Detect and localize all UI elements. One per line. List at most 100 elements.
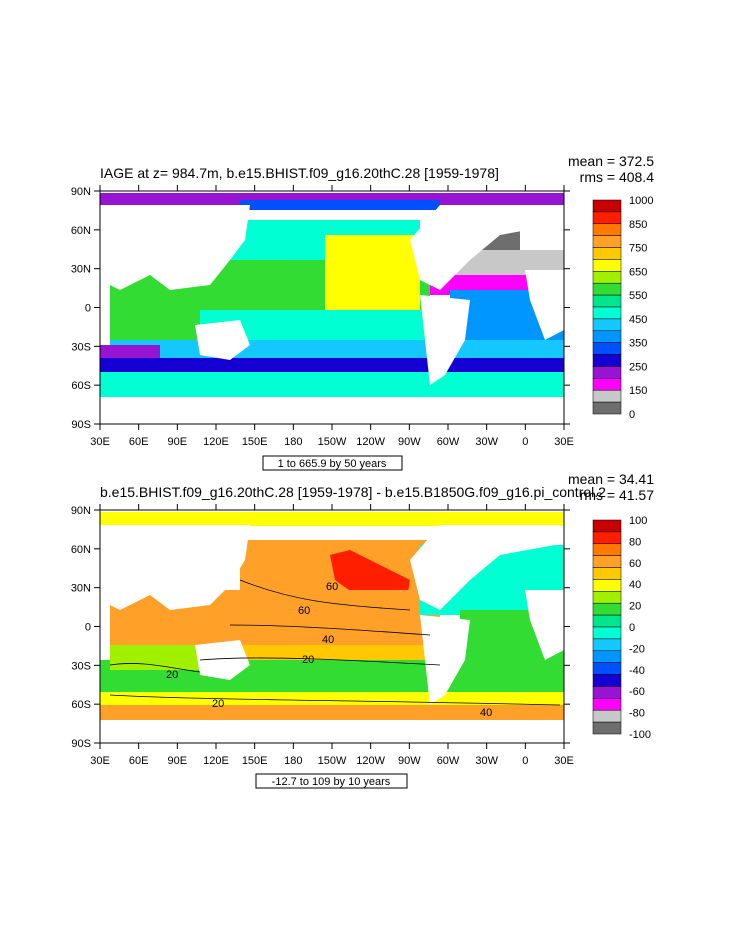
x-tick-label: 0	[522, 436, 528, 448]
colorbar-swatch	[592, 247, 622, 260]
colorbar-swatch	[592, 614, 622, 628]
colorbar-label: 100	[629, 515, 647, 527]
x-tick-label: 30E	[90, 755, 110, 767]
panel-1-colorbar: 1000 850 750 650 550 450 350 250 150 0	[592, 195, 653, 421]
colorbar-swatch	[592, 342, 622, 355]
colorbar-label: 850	[629, 219, 647, 231]
y-tick-label: 90N	[71, 505, 91, 517]
colorbar-swatch	[592, 306, 622, 320]
p1-land-samerica	[420, 295, 470, 385]
colorbar-label: 1000	[629, 195, 653, 207]
y-tick-label: 0	[85, 303, 91, 315]
y-tick-label: 0	[85, 622, 91, 634]
y-tick-label: 60S	[71, 699, 91, 711]
colorbar-swatch	[592, 378, 622, 391]
p1-band-subarctic	[240, 200, 440, 210]
panel-1-x-ticks: 30E 60E 90E 120E 150E 180 150W 120W 90W 60W 30W 0 30…	[90, 185, 574, 448]
p2-contour-line	[109, 694, 561, 706]
contour-label: 20	[166, 669, 178, 681]
colorbar-swatch	[592, 235, 622, 248]
y-tick-label: 90S	[71, 738, 91, 750]
colorbar-swatch	[592, 567, 622, 580]
colorbar-swatch	[592, 591, 622, 604]
p1-band-so-purple	[100, 345, 160, 360]
p1-band-so-cyan	[100, 372, 564, 397]
y-tick-label: 30N	[71, 264, 91, 276]
y-tick-label: 90N	[71, 186, 91, 198]
x-tick-label: 90E	[168, 436, 188, 448]
x-tick-label: 60E	[129, 755, 149, 767]
panel-2-mean: mean = 34.41	[568, 471, 654, 487]
colorbar-label: 20	[629, 601, 641, 613]
panel-2-x-ticks: 30E 60E 90E 120E 150E 180 150W 120W 90W 60W 30W 0 30…	[90, 504, 574, 767]
x-tick-label: 120W	[356, 755, 385, 767]
colorbar-swatch	[592, 698, 622, 711]
p2-band-so-orange	[100, 705, 564, 720]
x-tick-label: 180	[284, 755, 302, 767]
colorbar-swatch	[592, 354, 622, 367]
p1-land-australia	[195, 320, 250, 360]
p1-land-antarctica	[100, 397, 564, 424]
colorbar-swatch	[592, 366, 622, 379]
x-tick-label: 90E	[168, 755, 188, 767]
contour-label: 60	[298, 605, 310, 617]
colorbar-label: 80	[629, 536, 641, 548]
colorbar-label: -80	[629, 708, 645, 720]
x-tick-label: 150E	[242, 436, 268, 448]
panel-2-title: b.e15.BHIST.f09_g16.20thC.28 [1959-1978]…	[100, 484, 606, 500]
x-tick-label: 60E	[129, 436, 149, 448]
colorbar-label: 0	[629, 622, 635, 634]
p2-land-africa	[525, 590, 564, 660]
colorbar-swatch	[592, 282, 622, 296]
colorbar-swatch	[592, 223, 622, 236]
x-tick-label: 60W	[437, 755, 460, 767]
colorbar-swatch	[592, 389, 622, 403]
p1-land-africa	[525, 270, 564, 340]
panel-2-info-box	[255, 773, 408, 789]
panel-1-rms: rms = 408.4	[580, 169, 655, 185]
p1-band-arctic	[100, 193, 564, 205]
p2-land-namerica	[410, 525, 560, 610]
colorbar-swatch	[592, 602, 622, 616]
p1-land-asia	[100, 205, 250, 290]
panel-1-info-box	[262, 455, 403, 471]
panel-1-map	[100, 191, 564, 424]
colorbar-swatch	[592, 709, 622, 723]
panel-2-contour-info: -12.7 to 109 by 10 years	[272, 776, 391, 788]
colorbar-label: 650	[629, 266, 647, 278]
colorbar-swatch	[592, 211, 622, 225]
colorbar-label: 250	[629, 361, 647, 373]
colorbar-swatch	[592, 531, 622, 545]
panel-2: b.e15.BHIST.f09_g16.20thC.28 [1959-1978]…	[71, 471, 654, 789]
colorbar-swatch	[592, 519, 622, 533]
p2-contour-line	[199, 657, 441, 666]
colorbar-swatch	[592, 638, 622, 652]
y-tick-label: 90S	[71, 419, 91, 431]
colorbar-label: 60	[629, 558, 641, 570]
x-tick-label: 150W	[318, 436, 347, 448]
p1-band-so-blue	[110, 340, 564, 358]
x-tick-label: 30E	[554, 436, 574, 448]
x-tick-label: 90W	[398, 436, 421, 448]
x-tick-label: 150E	[242, 755, 268, 767]
panel-1-title: IAGE at z= 984.7m, b.e15.BHIST.f09_g16.2…	[100, 165, 499, 181]
contour-label: 40	[322, 634, 334, 646]
x-tick-label: 120W	[356, 436, 385, 448]
p2-land-antarctica	[100, 720, 564, 743]
contour-label: 20	[302, 654, 314, 666]
panel-2-colorbar: 100 80 60 40 20 0 -20 -40 -60 -80 -100	[592, 515, 651, 741]
x-tick-label: 0	[522, 755, 528, 767]
panel-1-mean: mean = 372.5	[568, 153, 654, 169]
x-tick-label: 30W	[475, 436, 498, 448]
panel-1-y-ticks: 90N 60N 30N 0 30S 60S 90S	[71, 186, 570, 431]
colorbar-label: 450	[629, 314, 647, 326]
colorbar-swatch	[592, 579, 622, 592]
colorbar-swatch	[592, 259, 622, 272]
colorbar-swatch	[592, 401, 622, 415]
colorbar-label: 0	[629, 409, 635, 421]
panel-1: IAGE at z= 984.7m, b.e15.BHIST.f09_g16.2…	[71, 153, 655, 471]
colorbar-swatch	[592, 271, 622, 284]
colorbar-swatch	[592, 330, 622, 343]
contour-label: 60	[326, 581, 338, 593]
